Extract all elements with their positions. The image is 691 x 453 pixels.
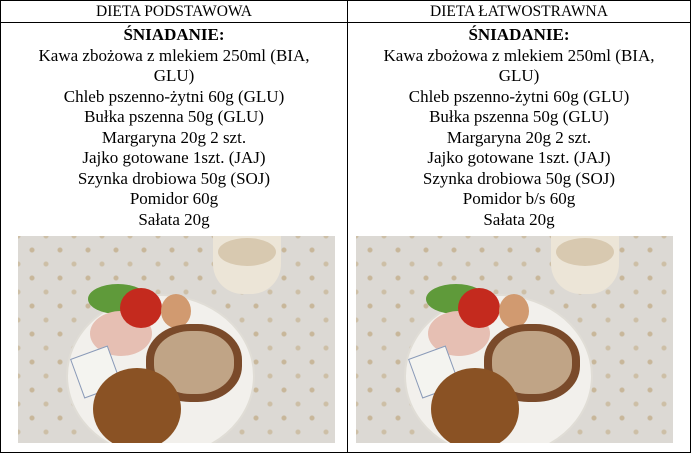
roll bbox=[431, 368, 519, 443]
menu-item: Sałata 20g bbox=[138, 209, 210, 229]
menu-item: Pomidor 60g bbox=[129, 189, 219, 208]
menu-item: Chleb pszenno-żytni 60g (GLU) bbox=[408, 86, 630, 106]
menu-item: Szynka drobiowa 50g (SOJ) bbox=[422, 168, 616, 188]
menu-item: Bułka pszenna 50g (GLU) bbox=[84, 107, 264, 126]
egg bbox=[161, 294, 191, 328]
menu-item: Margaryna 20g 2 szt. bbox=[101, 127, 247, 147]
menu-item: Chleb pszenno-żytni 60g (GLU) bbox=[63, 86, 285, 106]
roll bbox=[93, 368, 181, 443]
menu-item: Kawa zbożowa z mlekiem 250ml (BIA, bbox=[38, 45, 310, 65]
meal-photo bbox=[356, 236, 673, 443]
egg bbox=[499, 294, 529, 328]
column-header: DIETA ŁATWOSTRAWNA bbox=[348, 1, 690, 23]
menu-item: Jajko gotowane 1szt. (JAJ) bbox=[427, 148, 611, 167]
menu-item: Pomidor b/s 60g bbox=[462, 189, 576, 208]
menu-item: GLU) bbox=[153, 66, 195, 85]
meal-title: ŚNIADANIE: bbox=[123, 25, 225, 44]
meal-description: ŚNIADANIE: Kawa zbożowa z mlekiem 250ml … bbox=[348, 23, 690, 230]
tomato bbox=[458, 288, 500, 328]
column-easy-digest-diet: DIETA ŁATWOSTRAWNA ŚNIADANIE: Kawa zbożo… bbox=[348, 1, 690, 452]
column-basic-diet: DIETA PODSTAWOWA ŚNIADANIE: Kawa zbożowa… bbox=[1, 1, 348, 452]
menu-item: GLU) bbox=[498, 66, 540, 85]
menu-item: Bułka pszenna 50g (GLU) bbox=[429, 107, 609, 126]
meal-photo bbox=[18, 236, 335, 443]
coffee bbox=[556, 238, 614, 266]
meal-description: ŚNIADANIE: Kawa zbożowa z mlekiem 250ml … bbox=[1, 23, 347, 230]
menu-item: Kawa zbożowa z mlekiem 250ml (BIA, bbox=[383, 45, 655, 65]
menu-item: Jajko gotowane 1szt. (JAJ) bbox=[82, 148, 266, 167]
tomato bbox=[120, 288, 162, 328]
coffee bbox=[218, 238, 276, 266]
menu-item: Szynka drobiowa 50g (SOJ) bbox=[77, 168, 271, 188]
meal-title: ŚNIADANIE: bbox=[468, 25, 570, 44]
column-header: DIETA PODSTAWOWA bbox=[1, 1, 347, 23]
menu-item: Margaryna 20g 2 szt. bbox=[446, 127, 592, 147]
menu-item: Sałata 20g bbox=[483, 209, 555, 229]
